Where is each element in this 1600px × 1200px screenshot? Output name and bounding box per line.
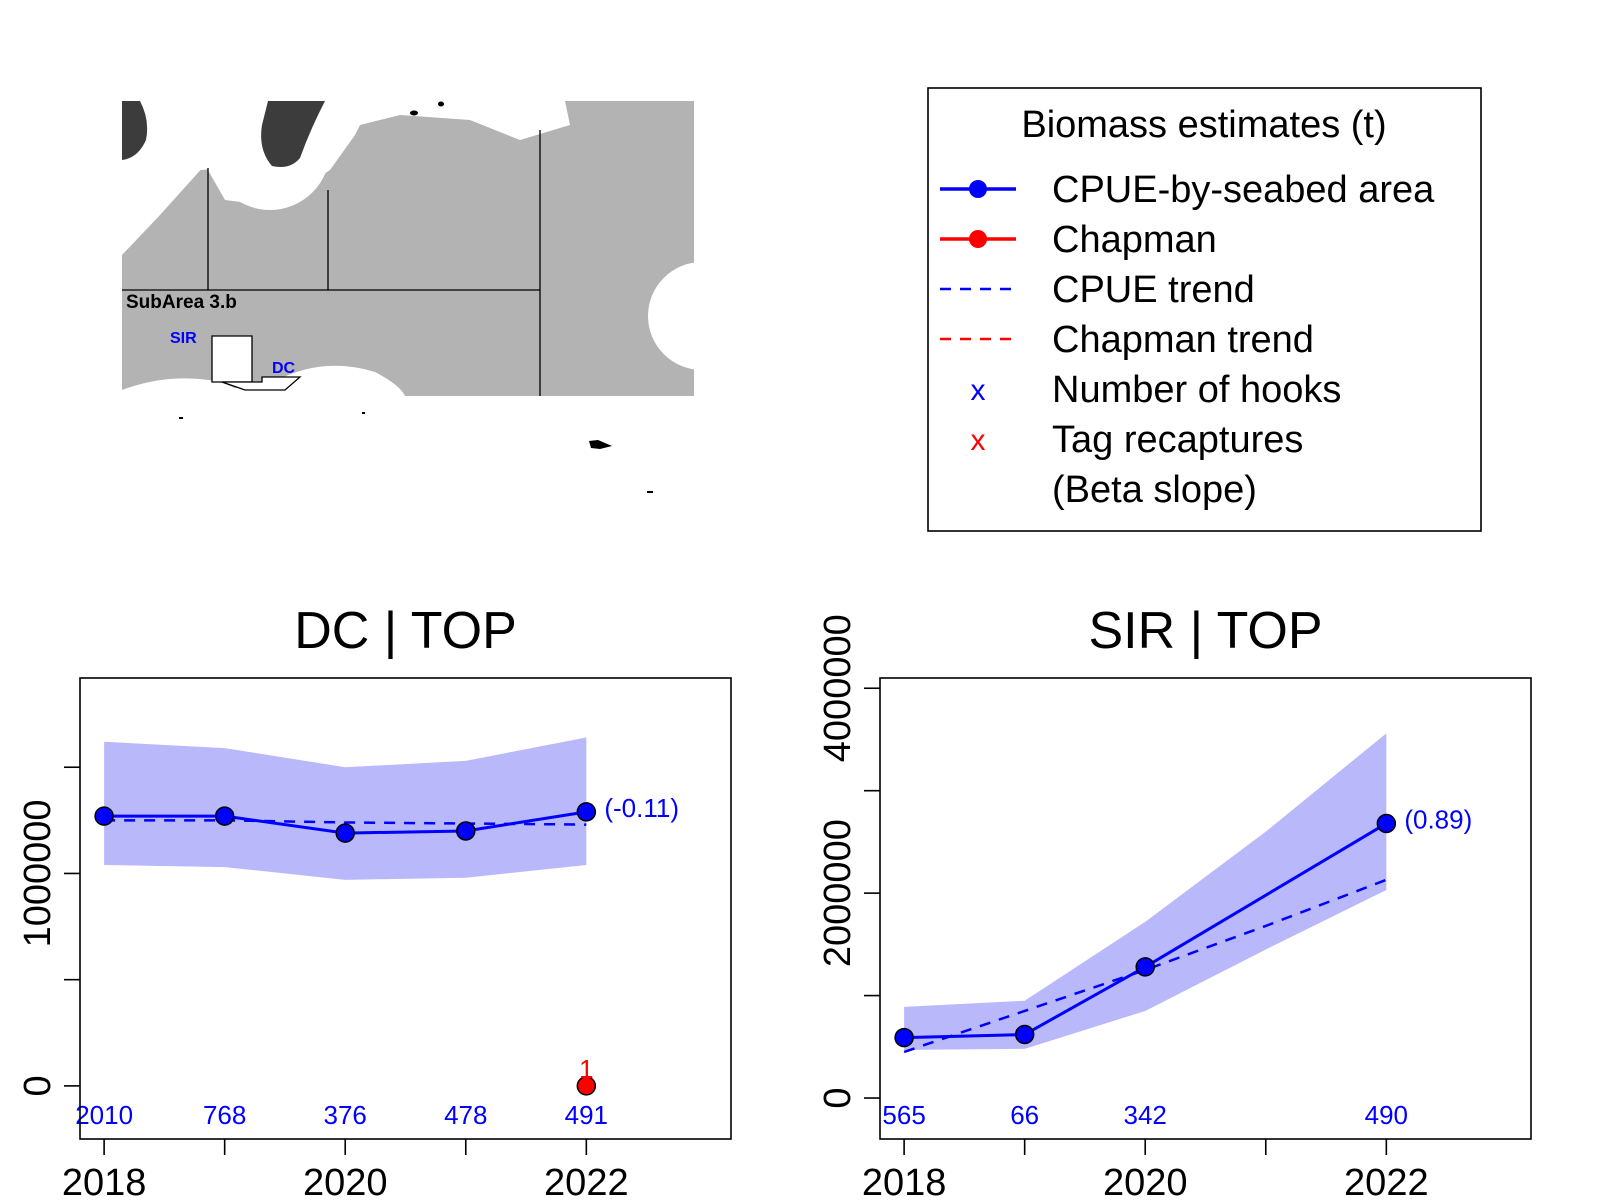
hooks-label: 66 [1010,1100,1039,1130]
research-block-sir [211,335,253,383]
beta-slope-label: (-0.11) [604,793,679,823]
legend-label-chapman-trend: Chapman trend [1052,319,1314,361]
hooks-label: 490 [1365,1100,1408,1130]
x-tick-label: 2018 [62,1162,147,1200]
chart-title: DC | TOP [294,602,517,660]
y-tick-label: 2000000 [817,819,859,967]
cpue-point [1135,957,1155,977]
cpue-point [1376,813,1397,834]
cpue-line [904,822,1388,1040]
cpue-point [894,1027,914,1048]
confidence-band [904,733,1387,1050]
legend-x-number-of-hooks: x [971,374,986,407]
plot-frame [879,677,1532,1140]
hooks-label: 2010 [75,1100,133,1130]
y-tick-label: 0 [817,1087,859,1108]
hooks-label: 768 [203,1100,246,1130]
hooks-label: 342 [1124,1100,1167,1130]
legend-label-cpue-trend: CPUE trend [1052,269,1255,311]
chart-title: SIR | TOP [1088,602,1322,660]
legend-marker-cpue-by-seabed-area [969,180,987,198]
x-tick-label: 2022 [544,1162,629,1200]
beta-slope-label: (0.89) [1404,804,1472,834]
hooks-label: 491 [565,1100,608,1130]
x-tick-label: 2018 [862,1162,947,1200]
cpue-point [456,821,476,841]
legend-label-beta-slope: (Beta slope) [1052,469,1257,511]
legend-marker-chapman [969,230,987,248]
y-tick-label: 1000000 [17,799,59,947]
cpue-point [1014,1024,1035,1045]
cpue-point [576,802,597,822]
land-mass-left [122,101,148,160]
x-tick-label: 2022 [1344,1162,1429,1200]
legend: Biomass estimates (t) CPUE-by-seabed are… [927,87,1482,532]
plot-frame [79,677,732,1140]
cpue-point [94,806,114,826]
cpue-trend-line [903,878,1387,1054]
chart-sir-top: SIR | TOP 565 66 342 490 (0.89) 2018 2020 2022 0 2… [817,602,1532,1200]
y-tick-label: 0 [17,1075,59,1096]
hooks-label: 478 [444,1100,487,1130]
chapman-point [576,1076,597,1096]
subarea-boundaries [122,130,541,396]
hooks-label: 376 [324,1100,367,1130]
legend-title: Biomass estimates (t) [1021,104,1386,146]
hooks-label: 565 [882,1100,925,1130]
legend-label-number-of-hooks: Number of hooks [1052,369,1341,411]
cpue-point [214,806,235,826]
recapture-label: 1 [579,1054,593,1084]
chart-dc-top: DC | TOP 1 2010 768 376 478 491 (-0.11) 2018 2020… [17,602,732,1200]
cpue-point [335,823,355,843]
research-block-dc [221,376,302,391]
legend-label-tag-recaptures: Tag recaptures [1052,419,1303,461]
islands [179,101,653,493]
x-tick-label: 2020 [1103,1162,1188,1200]
legend-x-tag-recaptures: x [971,424,986,457]
dc-label: DC [272,360,296,377]
legend-box [927,87,1482,532]
legend-items: CPUE-by-seabed area Chapman CPUE trend Chap… [940,169,1435,511]
land-mass-center [261,101,325,167]
map-panel: SubArea 3.b SIR DC [122,101,694,493]
x-tick-label: 2020 [303,1162,388,1200]
legend-label-cpue-by-seabed-area: CPUE-by-seabed area [1052,169,1435,211]
confidence-band [104,737,587,880]
sir-label: SIR [170,330,197,347]
y-tick-label: 4000000 [817,614,859,762]
subarea-label: SubArea 3.b [126,292,237,313]
legend-label-chapman: Chapman [1052,219,1217,261]
